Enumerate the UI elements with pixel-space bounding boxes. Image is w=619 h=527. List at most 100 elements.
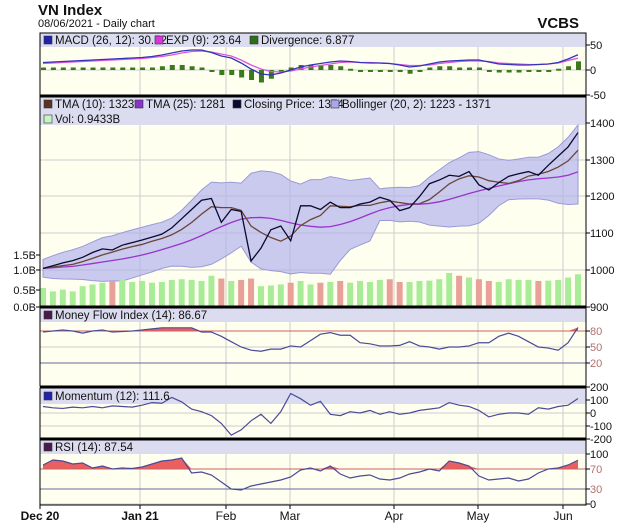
indicator-legend: RSI (14): 87.54: [55, 442, 134, 454]
y-tick-label: 1300: [590, 155, 614, 167]
macd-line: [42, 49, 579, 76]
y-tick-label: 50: [590, 40, 602, 52]
bollinger-band: [42, 123, 579, 282]
indicator-legend-swatch: [43, 442, 53, 452]
divergence-bar: [486, 70, 492, 72]
indicator-legend: Money Flow Index (14): 86.67: [55, 310, 207, 322]
divergence-bar: [199, 67, 205, 70]
divergence-bar: [100, 67, 106, 70]
divergence-bar: [328, 65, 334, 70]
divergence-bar: [140, 67, 146, 70]
price-legend-item: TMA (10): 1323: [55, 99, 134, 111]
price-legend-item: TMA (25): 1281: [146, 99, 225, 111]
volume-bar: [505, 279, 512, 307]
divergence-bar: [149, 67, 155, 70]
divergence-bar: [496, 70, 502, 73]
y-tick-label: 1200: [590, 191, 614, 203]
divergence-bar: [476, 67, 482, 70]
volume-bar: [495, 282, 502, 307]
volume-bar: [307, 284, 314, 307]
volume-bar: [218, 278, 225, 307]
y-tick-label: 1100: [590, 228, 614, 240]
panel-legend-band: [40, 96, 586, 125]
x-tick-label: Dec 20: [21, 509, 60, 523]
chart-subtitle: 08/06/2021 - Daily chart: [38, 18, 155, 30]
macd-legend-item-swatch: [154, 35, 164, 45]
tma10-line: [42, 149, 579, 270]
tma25-line: [42, 171, 579, 270]
divergence-bar: [219, 70, 225, 75]
price-legend-item: Vol: 0.9433B: [55, 114, 121, 126]
volume-bar: [228, 280, 235, 307]
divergence-bar: [60, 67, 66, 70]
divergence-bar: [387, 70, 393, 72]
y-tick-label: 80: [590, 326, 602, 338]
macd-legend-item-swatch: [43, 35, 53, 45]
volume-bar: [575, 274, 581, 307]
divergence-bar: [110, 67, 116, 70]
y-tick-label: 20: [590, 358, 602, 370]
brand-label: VCBS: [537, 15, 579, 32]
volume-tick-label: 0.0B: [13, 302, 36, 314]
divergence-bar: [80, 67, 86, 70]
volume-bar: [287, 282, 294, 307]
price-legend-item-swatch: [232, 99, 242, 109]
volume-bar: [317, 282, 324, 307]
x-tick-label: Jan 21: [121, 509, 159, 523]
indicator-line: [42, 457, 579, 491]
divergence-bar: [41, 67, 46, 70]
divergence-bar: [229, 70, 235, 75]
volume-bar: [485, 280, 492, 307]
volume-bar: [109, 280, 116, 307]
price-legend-item: Closing Price: 1374: [244, 99, 344, 111]
divergence-bar: [437, 66, 443, 70]
y-tick-label: 70: [590, 464, 602, 476]
divergence-bar: [407, 70, 413, 74]
volume-tick-label: 1.0B: [13, 265, 36, 277]
volume-bar: [49, 291, 56, 307]
volume-bar: [129, 282, 136, 307]
volume-bar: [545, 280, 552, 307]
y-tick-label: 100: [590, 449, 608, 461]
divergence-bar: [209, 70, 215, 72]
volume-bar: [376, 279, 383, 307]
price-legend-item-swatch: [43, 114, 53, 124]
volume-bar: [297, 280, 304, 307]
volume-bar: [267, 285, 274, 307]
y-tick-label: 900: [590, 302, 608, 314]
volume-bar: [426, 280, 433, 307]
divergence-bar: [258, 70, 264, 83]
divergence-bar: [506, 70, 512, 73]
divergence-bar: [556, 68, 562, 71]
divergence-bar: [526, 70, 532, 72]
y-tick-label: 0: [590, 499, 596, 511]
volume-bar: [535, 280, 542, 307]
y-tick-label: 1000: [590, 265, 614, 277]
volume-bar: [188, 279, 195, 307]
divergence-bar: [348, 68, 354, 71]
volume-bar: [277, 284, 284, 307]
divergence-bar: [159, 66, 165, 70]
volume-bar: [89, 284, 96, 307]
volume-bar: [148, 282, 155, 307]
price-legend-item-swatch: [43, 99, 53, 109]
indicator-line: [42, 327, 579, 352]
x-tick-label: Mar: [280, 509, 301, 523]
divergence-bar: [536, 70, 542, 72]
volume-bar: [416, 280, 423, 307]
y-tick-label: 100: [590, 395, 608, 407]
divergence-bar: [239, 70, 245, 78]
volume-bar: [198, 280, 205, 307]
y-tick-label: -50: [590, 90, 606, 102]
volume-bar: [168, 279, 175, 307]
volume-bar: [525, 279, 532, 307]
y-tick-label: 200: [590, 382, 608, 394]
divergence-bar: [377, 70, 383, 72]
y-tick-label: 1400: [590, 118, 614, 130]
volume-bar: [40, 287, 46, 307]
divergence-bar: [189, 66, 195, 70]
divergence-bar: [90, 67, 96, 70]
divergence-bar: [358, 70, 364, 72]
volume-bar: [208, 275, 215, 307]
